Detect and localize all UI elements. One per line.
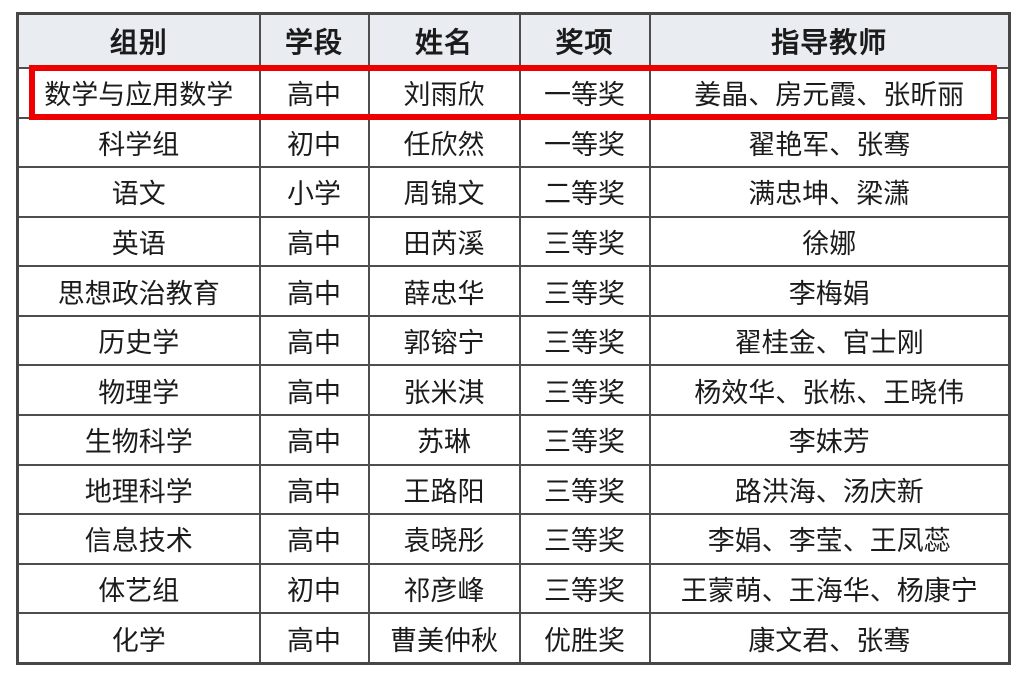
cell-stage: 高中 [258, 314, 370, 367]
cell-award: 一等奖 [518, 67, 651, 119]
cell-teachers: 杨效华、张栋、王晓伟 [648, 364, 1011, 416]
cell-award: 三等奖 [518, 513, 651, 565]
table-row: 化学 高中 曹美仲秋 优胜奖 康文君、张骞 [16, 612, 1011, 665]
cell-teachers: 徐娜 [648, 215, 1011, 268]
cell-name: 袁晓彤 [367, 513, 521, 565]
table-row: 体艺组 初中 祁彦峰 三等奖 王蒙萌、王海华、杨康宁 [16, 562, 1011, 615]
cell-teachers: 姜晶、房元霞、张昕丽 [648, 67, 1011, 119]
table-header-row: 组别 学段 姓名 奖项 指导教师 [16, 12, 1011, 69]
cell-name: 祁彦峰 [367, 562, 521, 615]
cell-stage: 高中 [258, 513, 370, 565]
cell-award: 三等奖 [518, 463, 651, 516]
table-row: 英语 高中 田芮溪 三等奖 徐娜 [16, 215, 1011, 268]
table-row: 科学组 初中 任欣然 一等奖 翟艳军、张骞 [16, 116, 1011, 169]
header-stage: 学段 [258, 12, 370, 69]
table-row: 语文 小学 周锦文 二等奖 满忠坤、梁潇 [16, 166, 1011, 218]
header-award: 奖项 [518, 12, 651, 69]
cell-name: 王路阳 [367, 463, 521, 516]
cell-group: 思想政治教育 [16, 265, 261, 317]
cell-name: 张米淇 [367, 364, 521, 416]
cell-teachers: 路洪海、汤庆新 [648, 463, 1011, 516]
cell-teachers: 满忠坤、梁潇 [648, 166, 1011, 218]
cell-stage: 高中 [258, 67, 370, 119]
cell-stage: 初中 [258, 562, 370, 615]
cell-teachers: 王蒙萌、王海华、杨康宁 [648, 562, 1011, 615]
cell-name: 郭镕宁 [367, 314, 521, 367]
cell-group: 科学组 [16, 116, 261, 169]
cell-name: 周锦文 [367, 166, 521, 218]
cell-group: 物理学 [16, 364, 261, 416]
cell-stage: 高中 [258, 413, 370, 466]
cell-name: 田芮溪 [367, 215, 521, 268]
award-table: 组别 学段 姓名 奖项 指导教师 数学与应用数学 高中 刘雨欣 一等奖 姜晶、房… [16, 12, 1011, 665]
cell-group: 数学与应用数学 [16, 67, 261, 119]
award-table-container: 组别 学段 姓名 奖项 指导教师 数学与应用数学 高中 刘雨欣 一等奖 姜晶、房… [16, 12, 1011, 665]
cell-name: 薛忠华 [367, 265, 521, 317]
cell-group: 英语 [16, 215, 261, 268]
cell-award: 三等奖 [518, 215, 651, 268]
table-row: 物理学 高中 张米淇 三等奖 杨效华、张栋、王晓伟 [16, 364, 1011, 416]
cell-teachers: 李梅娟 [648, 265, 1011, 317]
cell-award: 三等奖 [518, 265, 651, 317]
cell-award: 二等奖 [518, 166, 651, 218]
cell-group: 信息技术 [16, 513, 261, 565]
cell-award: 优胜奖 [518, 612, 651, 665]
cell-name: 苏琳 [367, 413, 521, 466]
cell-teachers: 李娟、李莹、王凤蕊 [648, 513, 1011, 565]
cell-award: 三等奖 [518, 314, 651, 367]
cell-stage: 高中 [258, 364, 370, 416]
table-row-highlighted: 数学与应用数学 高中 刘雨欣 一等奖 姜晶、房元霞、张昕丽 [16, 67, 1011, 119]
cell-name: 曹美仲秋 [367, 612, 521, 665]
cell-teachers: 翟桂金、官士刚 [648, 314, 1011, 367]
cell-group: 化学 [16, 612, 261, 665]
cell-award: 一等奖 [518, 116, 651, 169]
cell-stage: 高中 [258, 612, 370, 665]
cell-name: 任欣然 [367, 116, 521, 169]
cell-group: 语文 [16, 166, 261, 218]
cell-stage: 小学 [258, 166, 370, 218]
cell-teachers: 翟艳军、张骞 [648, 116, 1011, 169]
cell-stage: 高中 [258, 215, 370, 268]
header-name: 姓名 [367, 12, 521, 69]
cell-stage: 初中 [258, 116, 370, 169]
table-row: 信息技术 高中 袁晓彤 三等奖 李娟、李莹、王凤蕊 [16, 513, 1011, 565]
cell-award: 三等奖 [518, 562, 651, 615]
cell-group: 历史学 [16, 314, 261, 367]
table-row: 历史学 高中 郭镕宁 三等奖 翟桂金、官士刚 [16, 314, 1011, 367]
cell-award: 三等奖 [518, 413, 651, 466]
cell-award: 三等奖 [518, 364, 651, 416]
cell-group: 体艺组 [16, 562, 261, 615]
table-row: 生物科学 高中 苏琳 三等奖 李妹芳 [16, 413, 1011, 466]
cell-stage: 高中 [258, 463, 370, 516]
header-group: 组别 [16, 12, 261, 69]
cell-stage: 高中 [258, 265, 370, 317]
cell-group: 地理科学 [16, 463, 261, 516]
table-row: 地理科学 高中 王路阳 三等奖 路洪海、汤庆新 [16, 463, 1011, 516]
cell-name: 刘雨欣 [367, 67, 521, 119]
cell-group: 生物科学 [16, 413, 261, 466]
header-teachers: 指导教师 [648, 12, 1011, 69]
table-row: 思想政治教育 高中 薛忠华 三等奖 李梅娟 [16, 265, 1011, 317]
cell-teachers: 李妹芳 [648, 413, 1011, 466]
cell-teachers: 康文君、张骞 [648, 612, 1011, 665]
